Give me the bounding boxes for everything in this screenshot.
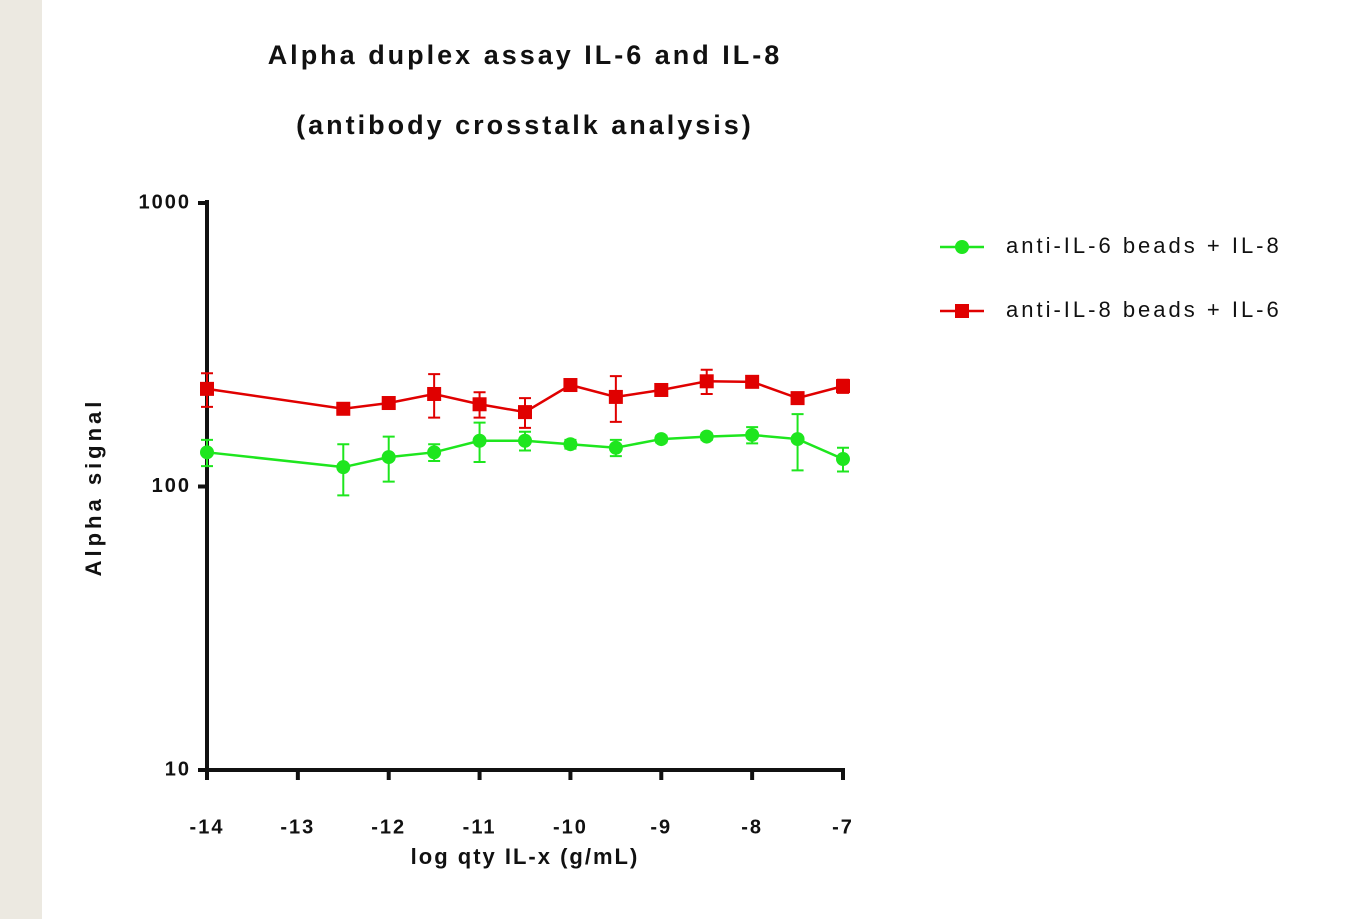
y-axis-label: Alpha signal bbox=[81, 398, 106, 577]
y-tick-label: 10 bbox=[165, 758, 191, 780]
legend-label: anti-IL-8 beads + IL-6 bbox=[1006, 297, 1282, 322]
chart-title: Alpha duplex assay IL-6 and IL-8 bbox=[268, 40, 783, 70]
y-tick-label: 100 bbox=[152, 475, 191, 497]
x-tick-label: -10 bbox=[553, 816, 588, 838]
data-point bbox=[563, 437, 578, 452]
legend-label: anti-IL-6 beads + IL-8 bbox=[1006, 233, 1282, 258]
x-tick-label: -8 bbox=[741, 816, 763, 838]
data-point bbox=[336, 460, 351, 475]
data-point bbox=[518, 433, 532, 448]
data-point bbox=[654, 382, 669, 397]
data-point bbox=[472, 433, 487, 448]
data-point bbox=[699, 374, 714, 389]
legend-marker bbox=[955, 304, 969, 318]
data-point bbox=[336, 401, 351, 416]
sidebar bbox=[0, 0, 42, 919]
data-point bbox=[790, 391, 805, 406]
y-tick-label: 1000 bbox=[139, 191, 192, 213]
data-point bbox=[654, 432, 669, 447]
data-point bbox=[427, 386, 442, 401]
x-tick-label: -9 bbox=[650, 816, 672, 838]
x-tick-label: -7 bbox=[832, 816, 854, 838]
data-point bbox=[608, 440, 623, 455]
legend-marker bbox=[955, 240, 969, 254]
data-point bbox=[745, 374, 760, 389]
data-point bbox=[200, 445, 214, 460]
data-point bbox=[381, 396, 396, 411]
data-point bbox=[790, 432, 805, 447]
data-point bbox=[200, 381, 214, 396]
data-point bbox=[427, 445, 442, 460]
chart-title: (antibody crosstalk analysis) bbox=[296, 110, 754, 140]
data-point bbox=[836, 452, 850, 467]
data-point bbox=[836, 379, 850, 394]
data-point bbox=[518, 405, 532, 420]
data-point bbox=[608, 389, 623, 404]
x-tick-label: -14 bbox=[190, 816, 225, 838]
data-point bbox=[745, 427, 760, 442]
data-point bbox=[563, 378, 578, 393]
x-tick-label: -12 bbox=[371, 816, 406, 838]
data-point bbox=[472, 397, 487, 412]
x-tick-label: -11 bbox=[463, 816, 497, 838]
data-point bbox=[699, 429, 714, 444]
data-point bbox=[381, 450, 396, 465]
x-axis-label: log qty IL-x (g/mL) bbox=[411, 844, 640, 869]
x-tick-label: -13 bbox=[280, 816, 315, 838]
